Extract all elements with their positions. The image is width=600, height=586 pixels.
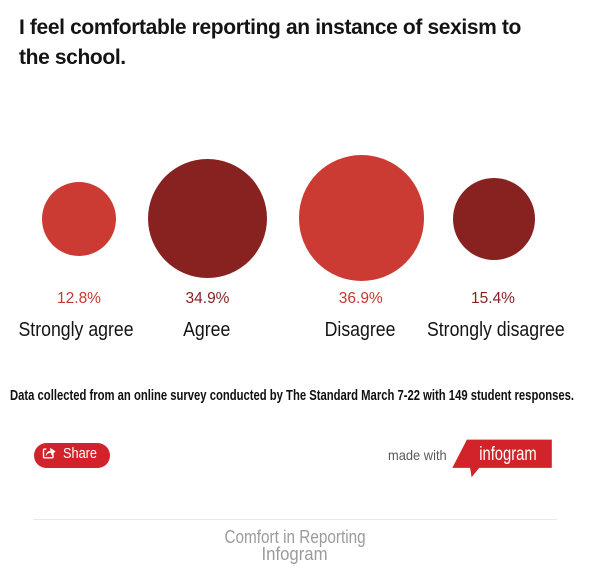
svg-text:infogram: infogram — [479, 444, 537, 465]
